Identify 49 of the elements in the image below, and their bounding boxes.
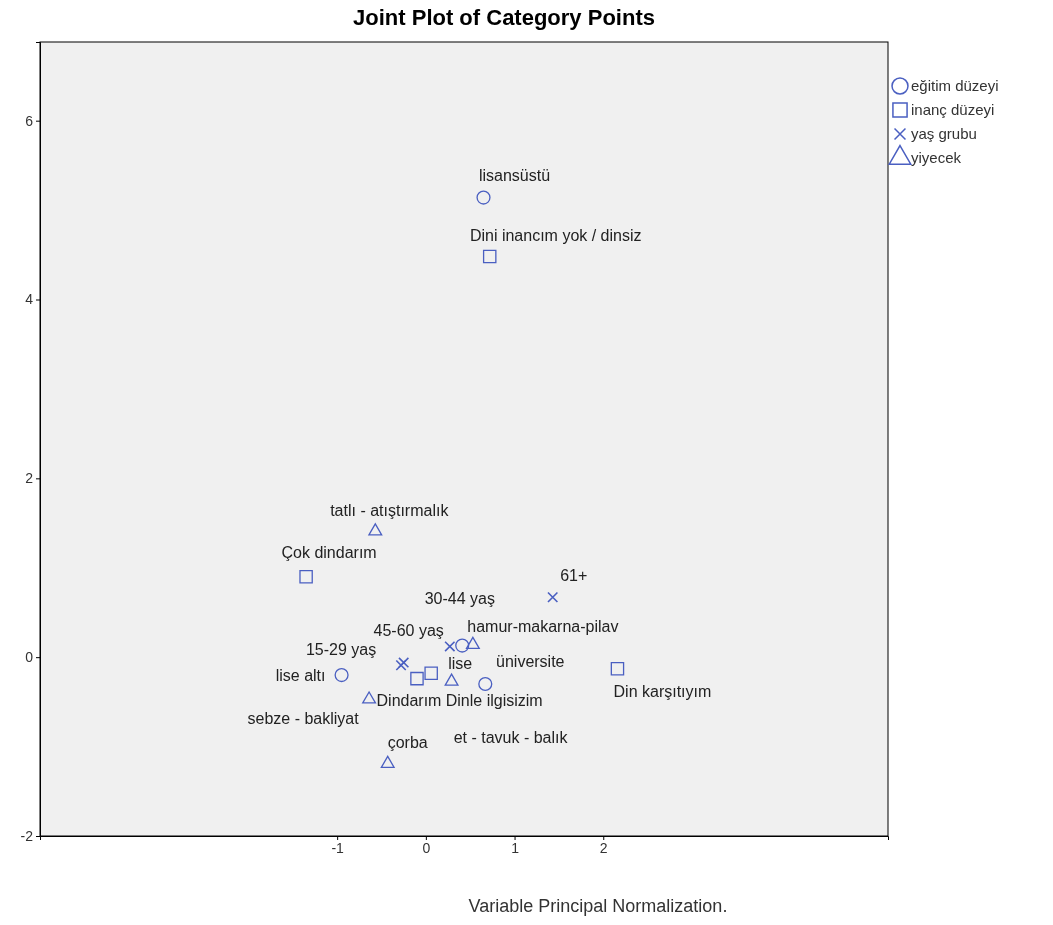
point <box>476 190 491 205</box>
y-tick-label: 4 <box>25 291 34 308</box>
point <box>610 662 625 676</box>
legend-label: yiyecek <box>911 149 962 167</box>
point <box>334 667 349 683</box>
data-label: çorba <box>387 734 428 752</box>
x-tick-label: -1 <box>331 839 345 856</box>
point <box>380 755 395 768</box>
y-tick-label: 6 <box>25 112 34 129</box>
point <box>299 569 313 584</box>
chart-title: Joint Plot of Category Points <box>353 5 655 30</box>
point <box>368 523 383 536</box>
legend-label: eğitim düzeyi <box>911 77 999 95</box>
data-label: 15-29 yaş <box>305 640 377 658</box>
point <box>482 249 497 264</box>
legend-label: yaş grubu <box>911 125 977 143</box>
point <box>478 676 493 692</box>
data-label: tatlı - atıştırmalık <box>330 501 450 519</box>
x-tick-label: 2 <box>599 839 608 856</box>
point <box>455 638 470 653</box>
legend-label: inanç düzeyi <box>911 101 995 119</box>
point <box>424 666 438 681</box>
y-tick-label: 0 <box>25 649 34 666</box>
data-label: lise altı <box>275 666 326 684</box>
data-label: et - tavuk - balık <box>453 729 569 747</box>
point <box>444 640 456 652</box>
point <box>410 671 424 686</box>
data-label: 45-60 yaş <box>373 622 444 640</box>
data-label: Dini inancım yok / dinsiz <box>469 227 642 245</box>
data-label: lise <box>448 655 473 673</box>
data-label: 61+ <box>560 566 588 584</box>
data-label: Dinle ilgisizim <box>445 691 543 709</box>
point <box>444 673 459 686</box>
data-label: sebze - bakliyat <box>247 709 360 727</box>
y-tick-label: -2 <box>20 827 34 844</box>
data-label: 30-44 yaş <box>424 590 495 608</box>
data-label: Dindarım <box>376 692 442 710</box>
point <box>465 636 480 650</box>
x-tick-label: 1 <box>511 839 520 856</box>
point <box>547 591 559 603</box>
data-label: Çok dindarım <box>281 544 377 562</box>
data-label: Din karşıtıyım <box>613 683 712 701</box>
data-label: hamur-makarna-pilav <box>467 618 619 636</box>
y-tick-label: 2 <box>25 470 34 487</box>
data-label: lisansüstü <box>478 167 551 185</box>
x-axis-title: Variable Principal Normalization. <box>468 896 728 916</box>
point <box>362 691 377 704</box>
x-tick-label: 0 <box>422 839 431 856</box>
data-label: üniversite <box>496 652 565 670</box>
